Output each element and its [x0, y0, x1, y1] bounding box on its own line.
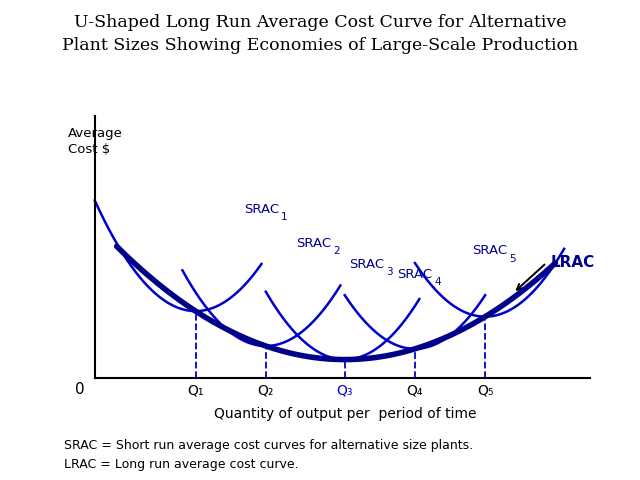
Text: Average
Cost $: Average Cost $: [68, 127, 124, 156]
Text: 1: 1: [281, 212, 287, 222]
Text: SRAC: SRAC: [349, 258, 384, 271]
Text: 2: 2: [333, 246, 340, 256]
Text: SRAC: SRAC: [397, 268, 433, 281]
Text: Quantity of output per  period of time: Quantity of output per period of time: [214, 407, 476, 420]
Text: Q₁: Q₁: [188, 383, 204, 397]
Text: U-Shaped Long Run Average Cost Curve for Alternative
Plant Sizes Showing Economi: U-Shaped Long Run Average Cost Curve for…: [62, 14, 578, 54]
Text: LRAC: LRAC: [551, 255, 595, 270]
Text: 5: 5: [509, 254, 515, 264]
Text: 3: 3: [386, 267, 392, 277]
Text: Q₃: Q₃: [337, 383, 353, 397]
Text: Q₅: Q₅: [477, 383, 493, 397]
Text: SRAC: SRAC: [296, 237, 332, 250]
Text: 4: 4: [435, 277, 441, 288]
Text: Q₄: Q₄: [406, 383, 423, 397]
Text: SRAC: SRAC: [244, 203, 279, 216]
Text: LRAC = Long run average cost curve.: LRAC = Long run average cost curve.: [64, 458, 299, 471]
Text: SRAC: SRAC: [472, 244, 507, 257]
Text: Q₂: Q₂: [258, 383, 274, 397]
Text: 0: 0: [75, 382, 84, 397]
Text: SRAC = Short run average cost curves for alternative size plants.: SRAC = Short run average cost curves for…: [64, 439, 473, 452]
